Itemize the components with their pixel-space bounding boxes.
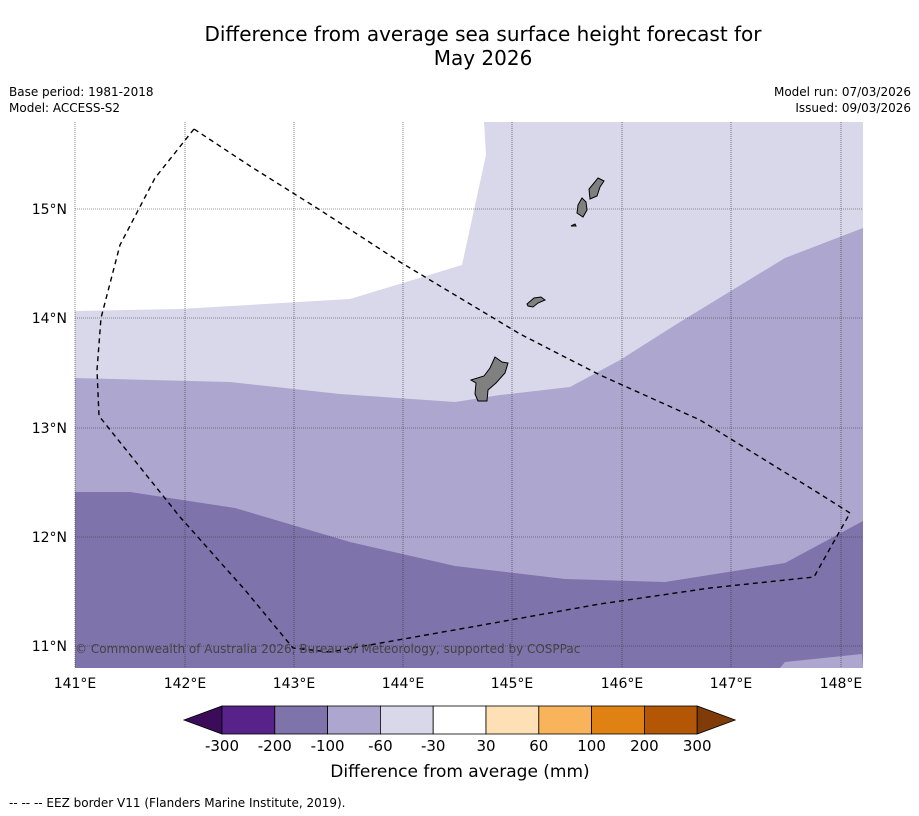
eez-footnote: -- -- -- EEZ border V11 (Flanders Marine…: [9, 796, 346, 810]
colorbar-tick-label: -60: [368, 737, 393, 755]
lon-tick-label: 146°E: [601, 676, 644, 692]
small-islet: [570, 223, 577, 227]
band-minus-200-100: [75, 492, 863, 668]
colorbar-segment: [538, 705, 592, 735]
colorbar-tick-label: 200: [630, 737, 659, 755]
colorbar-tick-label: 60: [529, 737, 548, 755]
lon-tick-label: 144°E: [382, 676, 425, 692]
colorbar-tick-label: -200: [258, 737, 292, 755]
latitude-labels: 15°N 14°N 13°N 12°N 11°N: [32, 202, 67, 655]
longitude-labels: 141°E 142°E 143°E 144°E 145°E 146°E 147°E 148°E: [54, 676, 863, 692]
tinian-island: [576, 197, 588, 218]
model-name: Model: ACCESS-S2: [9, 101, 121, 115]
lat-tick-label: 12°N: [32, 530, 67, 546]
lon-tick-label: 148°E: [820, 676, 863, 692]
colorbar-segment: [485, 705, 540, 735]
colorbar-tick-label: -300: [205, 737, 239, 755]
colorbar-tick-label: -30: [421, 737, 446, 755]
colorbar-tick-label: 30: [476, 737, 495, 755]
guam-island: [469, 356, 509, 402]
lat-tick-label: 11°N: [32, 639, 67, 655]
lon-tick-label: 142°E: [164, 676, 207, 692]
title-line-2: May 2026: [433, 46, 533, 70]
lon-tick-label: 145°E: [491, 676, 534, 692]
colorbar-under-arrow: [182, 705, 223, 735]
colorbar-title: Difference from average (mm): [330, 762, 589, 782]
forecast-map: © Commonwealth of Australia 2026, Bureau…: [32, 122, 863, 782]
issued-date: Issued: 09/03/2026: [795, 101, 911, 115]
colorbar-tick-label: -100: [311, 737, 345, 755]
chart-title: Difference from average sea surface heig…: [0, 22, 919, 70]
lat-tick-label: 13°N: [32, 421, 67, 437]
model-run: Model run: 07/03/2026: [773, 85, 911, 99]
meta-right: Model run: 07/03/2026 Issued: 09/03/2026: [774, 84, 911, 116]
base-period: Base period: 1981-2018: [9, 85, 154, 99]
colorbar-segment: [221, 705, 276, 735]
colorbar-segment: [327, 705, 381, 735]
title-line-1: Difference from average sea surface heig…: [204, 22, 762, 46]
lon-tick-label: 141°E: [54, 676, 97, 692]
meta-left: Base period: 1981-2018 Model: ACCESS-S2: [9, 84, 154, 116]
colorbar-segment: [591, 705, 645, 735]
colorbar-segment: [379, 705, 434, 735]
colorbar-segment: [274, 705, 328, 735]
lon-tick-label: 147°E: [710, 676, 753, 692]
copyright-text: © Commonwealth of Australia 2026, Bureau…: [75, 642, 580, 656]
colorbar-segment: [432, 705, 487, 735]
band-minus-100-60-south: [780, 654, 863, 668]
rota-island: [526, 296, 546, 308]
colorbar-tick-label: 300: [683, 737, 712, 755]
contour-layer: [75, 122, 863, 668]
colorbar: -300 -200 -100 -60 -30 30 60 100 200 300: [182, 705, 737, 755]
colorbar-tick-label: 100: [577, 737, 606, 755]
land-layer: [469, 177, 605, 402]
saipan-island: [588, 177, 605, 200]
colorbar-segment: [644, 705, 698, 735]
colorbar-over-arrow: [696, 705, 737, 735]
graticule: [74, 122, 863, 668]
lat-tick-label: 15°N: [32, 202, 67, 218]
lat-tick-label: 14°N: [32, 311, 67, 327]
lon-tick-label: 143°E: [273, 676, 316, 692]
